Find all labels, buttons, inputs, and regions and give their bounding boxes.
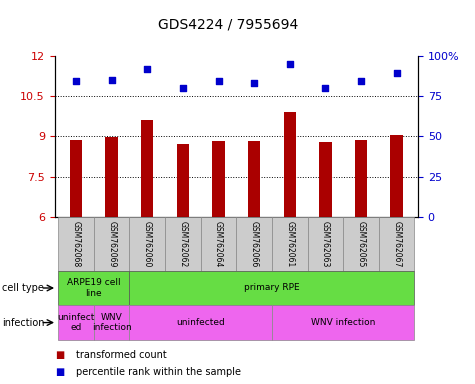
Text: WNV infection: WNV infection — [311, 318, 375, 327]
Bar — [94, 305, 129, 340]
Bar — [129, 217, 165, 271]
Point — [215, 78, 222, 84]
Text: ARPE19 cell
line: ARPE19 cell line — [67, 278, 121, 298]
Text: GSM762061: GSM762061 — [285, 221, 294, 267]
Bar — [105, 137, 118, 217]
Bar — [284, 112, 296, 217]
Text: percentile rank within the sample: percentile rank within the sample — [76, 367, 241, 377]
Text: uninfect
ed: uninfect ed — [57, 313, 95, 332]
Text: GSM762062: GSM762062 — [179, 221, 187, 267]
Bar — [272, 217, 308, 271]
Text: GSM762066: GSM762066 — [250, 221, 258, 267]
Text: primary RPE: primary RPE — [244, 283, 300, 293]
Bar — [212, 141, 225, 217]
Bar — [355, 140, 367, 217]
Text: transformed count: transformed count — [76, 350, 167, 360]
Text: GSM762068: GSM762068 — [72, 221, 80, 267]
Text: GDS4224 / 7955694: GDS4224 / 7955694 — [158, 17, 298, 31]
Bar — [58, 217, 94, 271]
Bar — [248, 141, 260, 217]
Bar — [58, 271, 129, 305]
Point — [286, 61, 294, 67]
Bar — [308, 217, 343, 271]
Text: GSM762069: GSM762069 — [107, 221, 116, 267]
Text: GSM762060: GSM762060 — [143, 221, 152, 267]
Text: cell type: cell type — [2, 283, 44, 293]
Text: uninfected: uninfected — [176, 318, 225, 327]
Bar — [379, 217, 414, 271]
Point — [393, 70, 400, 76]
Bar — [343, 217, 379, 271]
Bar — [201, 217, 237, 271]
Bar — [129, 271, 414, 305]
Text: WNV
infection: WNV infection — [92, 313, 132, 332]
Point — [72, 78, 80, 84]
Text: GSM762065: GSM762065 — [357, 221, 365, 267]
Point — [143, 66, 151, 72]
Bar — [58, 305, 94, 340]
Bar — [237, 217, 272, 271]
Bar — [94, 217, 129, 271]
Text: GSM762063: GSM762063 — [321, 221, 330, 267]
Bar — [319, 142, 332, 217]
Bar — [390, 135, 403, 217]
Bar — [272, 305, 414, 340]
Point — [250, 80, 258, 86]
Point — [179, 85, 187, 91]
Bar — [141, 120, 153, 217]
Text: infection: infection — [2, 318, 45, 328]
Text: ■: ■ — [55, 367, 64, 377]
Bar — [165, 217, 200, 271]
Bar — [129, 305, 272, 340]
Text: ■: ■ — [55, 350, 64, 360]
Point — [108, 77, 115, 83]
Text: GSM762064: GSM762064 — [214, 221, 223, 267]
Bar — [70, 141, 82, 217]
Point — [322, 85, 329, 91]
Bar — [177, 144, 189, 217]
Text: GSM762067: GSM762067 — [392, 221, 401, 267]
Point — [357, 78, 365, 84]
